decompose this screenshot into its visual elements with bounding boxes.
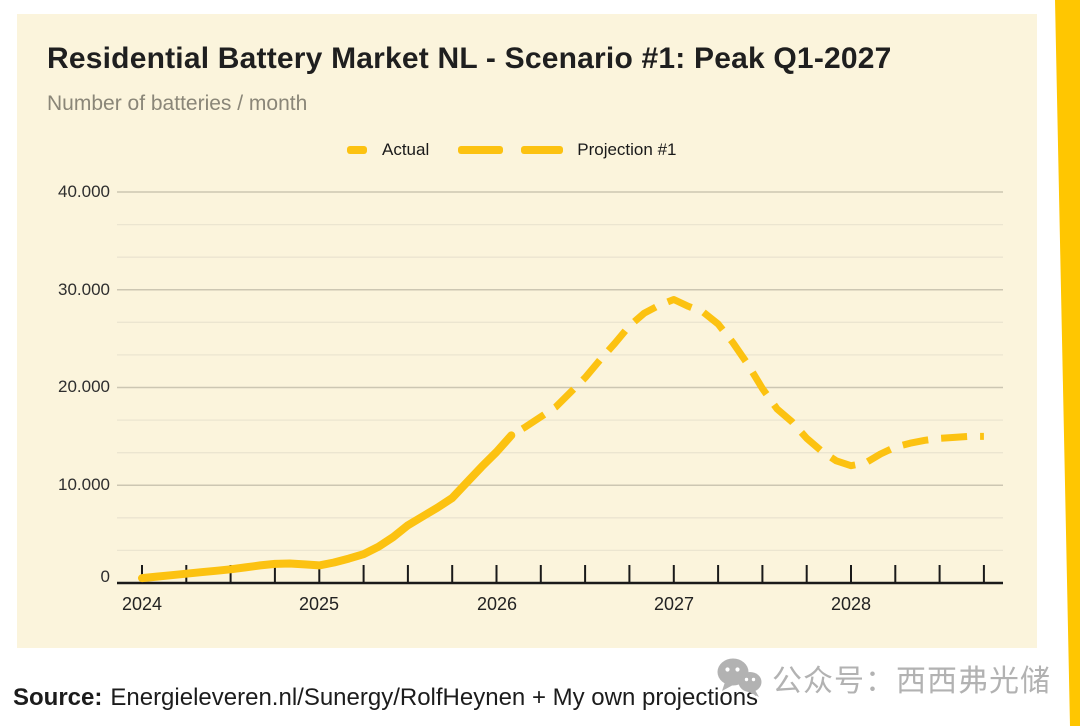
x-axis-label-2027: 2027 bbox=[653, 594, 695, 614]
x-axis-label-2025: 2025 bbox=[298, 594, 340, 614]
y-axis-label-10000: 10.000 bbox=[58, 475, 110, 494]
legend: Actual Projection #1 bbox=[347, 140, 676, 160]
y-axis-label-20000: 20.000 bbox=[58, 377, 110, 396]
x-axis-label-2026: 2026 bbox=[476, 594, 518, 614]
source-line: Source: Energieleveren.nl/Sunergy/RolfHey… bbox=[13, 684, 758, 712]
chart-subtitle: Number of batteries / month bbox=[47, 92, 308, 115]
legend-label-projection: Projection #1 bbox=[577, 140, 677, 159]
y-axis-label-40000: 40.000 bbox=[58, 182, 110, 201]
watermark: 公众号：西西弗光储 bbox=[716, 656, 1051, 700]
legend-label-actual: Actual bbox=[382, 140, 430, 159]
source-text: Energieleveren.nl/Sunergy/RolfHeynen + M… bbox=[110, 684, 759, 711]
chart-title: Residential Battery Market NL - Scenario… bbox=[47, 42, 892, 75]
wechat-icon bbox=[717, 658, 762, 697]
x-axis-label-2024: 2024 bbox=[121, 594, 163, 614]
x-axis-label-2028: 2028 bbox=[830, 594, 872, 614]
legend-solid-line-icon bbox=[347, 146, 367, 154]
source-label: Source: bbox=[13, 684, 103, 711]
watermark-text: 公众号：西西弗光储 bbox=[772, 665, 1051, 698]
y-axis-label-30000: 30.000 bbox=[58, 280, 110, 299]
y-axis-label-0: 0 bbox=[100, 567, 110, 586]
legend-dashed-line-icon bbox=[458, 146, 564, 154]
